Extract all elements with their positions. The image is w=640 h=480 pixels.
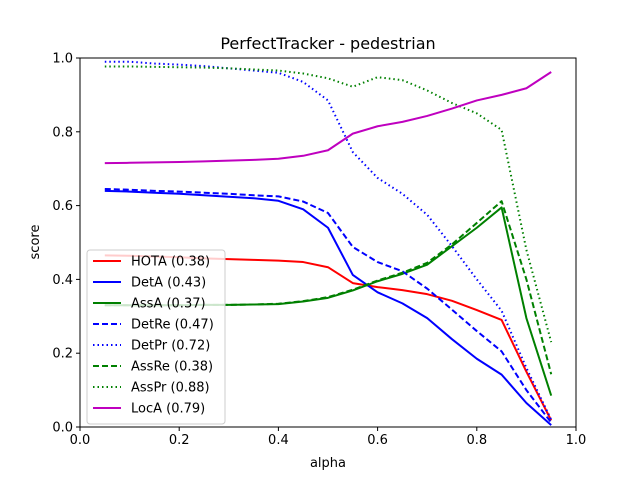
series-line-1 xyxy=(104,189,552,426)
legend-label-6: AssPr (0.88) xyxy=(131,381,210,396)
legend: HOTA (0.38) DetA (0.43) AssA (0.37) DetRe (… xyxy=(86,249,226,425)
x-tick-label-4: 0.8 xyxy=(466,433,487,448)
axes-frame xyxy=(79,57,577,428)
y-tick-label-3: 0.6 xyxy=(52,199,73,214)
x-tick-label-2: 0.4 xyxy=(268,433,289,448)
y-tick-label-5: 1.0 xyxy=(52,52,73,67)
y-tick-label-2: 0.4 xyxy=(52,273,73,288)
series-line-7 xyxy=(104,71,552,165)
series-line-3 xyxy=(104,188,552,424)
y-tick-label-1: 0.2 xyxy=(52,347,73,362)
x-tick-label-3: 0.6 xyxy=(367,433,388,448)
x-tick-label-5: 1.0 xyxy=(566,433,587,448)
legend-label-1: DetA (0.43) xyxy=(131,276,206,291)
y-tick-label-0: 0.0 xyxy=(52,421,73,436)
legend-label-7: LocA (0.79) xyxy=(131,402,205,417)
legend-label-0: HOTA (0.38) xyxy=(131,255,210,270)
legend-label-2: AssA (0.37) xyxy=(131,297,206,312)
legend-label-3: DetRe (0.47) xyxy=(131,318,214,333)
x-tick-label-0: 0.0 xyxy=(70,433,91,448)
x-axis-label: alpha xyxy=(310,456,346,471)
chart-title: PerfectTracker - pedestrian xyxy=(220,34,435,53)
y-tick-label-4: 0.8 xyxy=(52,125,73,140)
legend-box xyxy=(86,249,226,425)
legend-label-5: AssRe (0.38) xyxy=(131,360,213,375)
x-axis: 0.0 0.2 0.4 0.6 0.8 1.0 xyxy=(70,427,587,448)
y-axis: 0.0 0.2 0.4 0.6 0.8 1.0 xyxy=(52,52,80,436)
x-tick-label-1: 0.2 xyxy=(169,433,190,448)
series-line-6 xyxy=(104,65,553,343)
y-axis-label: score xyxy=(28,225,43,260)
legend-label-4: DetPr (0.72) xyxy=(131,339,210,354)
